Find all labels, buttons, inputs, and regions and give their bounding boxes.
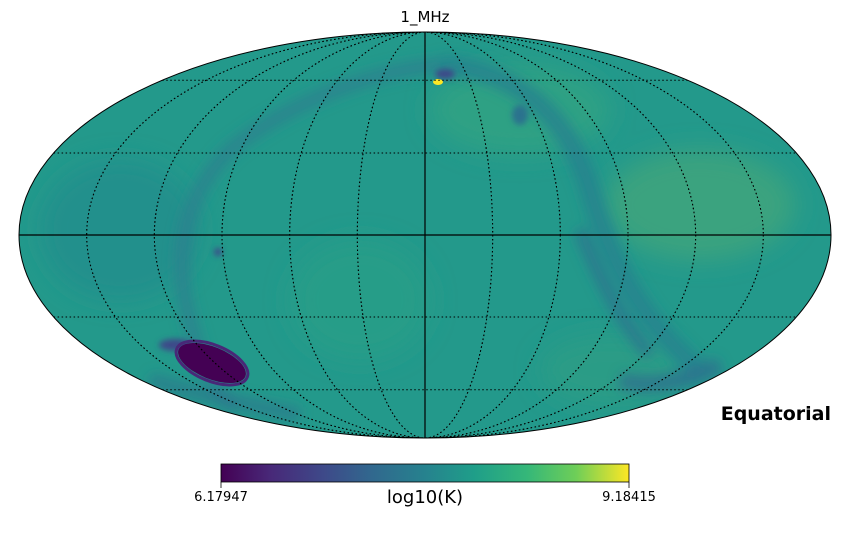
dark-region xyxy=(174,339,250,387)
sky-map xyxy=(18,31,832,439)
coordinate-frame-label: Equatorial xyxy=(721,403,831,425)
colorbar-max-label: 9.18415 xyxy=(602,490,656,505)
map-title: 1_MHz xyxy=(400,8,449,27)
colorbar: 6.17947 9.18415 log10(K) xyxy=(194,463,656,508)
colorbar-unit-label: log10(K) xyxy=(387,487,463,508)
colorbar-gradient xyxy=(220,463,630,483)
central-axes xyxy=(19,32,831,438)
colorbar-min-label: 6.17947 xyxy=(194,490,248,505)
